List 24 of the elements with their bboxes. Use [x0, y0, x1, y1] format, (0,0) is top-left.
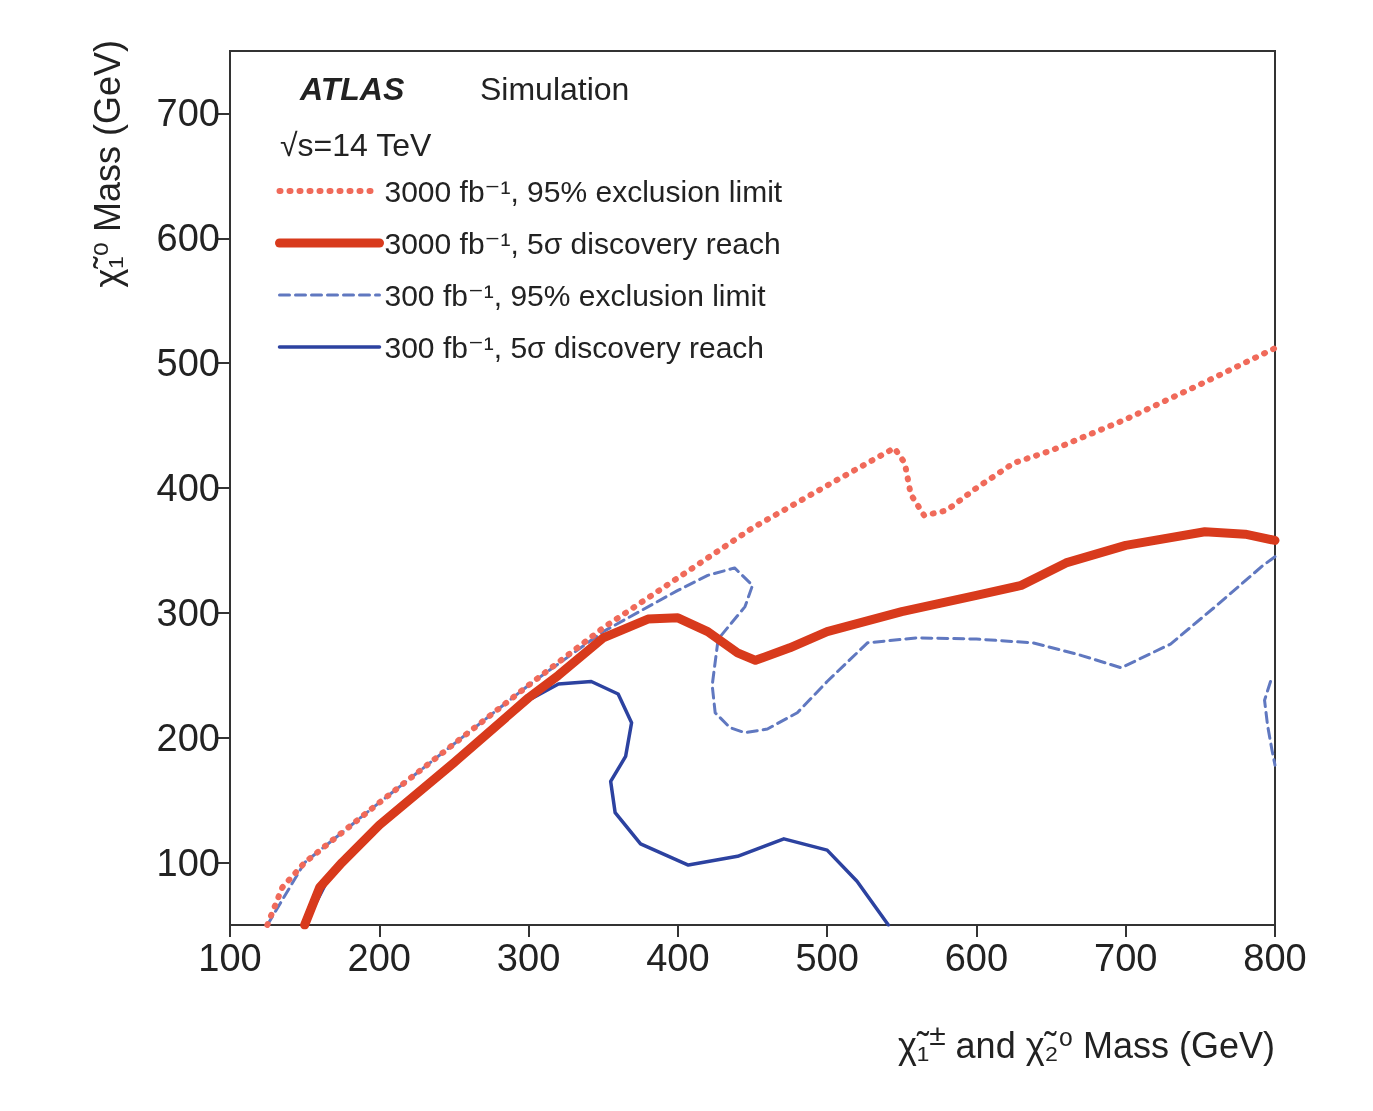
x-tick-label: 800 — [1243, 937, 1307, 979]
x-tick-label: 200 — [347, 937, 411, 979]
x-tick-label: 100 — [198, 937, 262, 979]
x-axis-title: χ̃₁$^{±}$ and χ̃₂⁰ Mass (GeV) — [898, 1018, 1275, 1066]
y-tick-label: 700 — [156, 92, 220, 135]
y-axis-title: χ̃₁⁰ Mass (GeV) — [87, 40, 128, 288]
legend-label: 3000 fb⁻¹, 5σ discovery reach — [384, 226, 781, 260]
annotation: Simulation — [480, 71, 630, 107]
x-tick-label: 700 — [1094, 937, 1158, 979]
legend-label: 300 fb⁻¹, 5σ discovery reach — [384, 330, 765, 364]
y-tick-label: 100 — [156, 841, 220, 884]
y-tick-label: 300 — [156, 591, 220, 634]
x-tick-label: 500 — [795, 937, 859, 979]
legend-label: 3000 fb⁻¹, 95% exclusion limit — [384, 174, 783, 208]
y-tick-label: 400 — [156, 467, 220, 509]
y-tick-label: 600 — [156, 217, 220, 260]
legend-label: 300 fb⁻¹, 95% exclusion limit — [384, 278, 767, 312]
x-tick-label: 300 — [496, 937, 561, 979]
y-tick-label: 200 — [156, 716, 220, 759]
annotation: √s=14 TeV — [280, 127, 432, 163]
y-tick-label: 500 — [156, 342, 220, 385]
x-tick-label: 600 — [944, 937, 1009, 979]
x-tick-label: 400 — [646, 937, 710, 979]
annotation: ATLAS — [299, 71, 405, 107]
